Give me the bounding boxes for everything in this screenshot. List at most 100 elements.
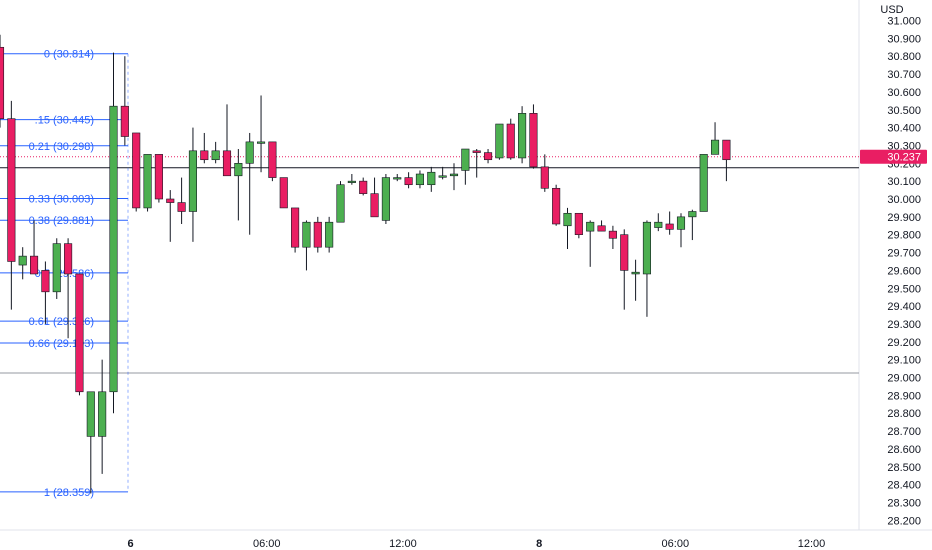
time-tick-label: 12:00	[389, 538, 417, 550]
candle[interactable]	[313, 216, 322, 253]
candle[interactable]	[620, 229, 629, 310]
fib-level-label: 0.61 (29.316)	[29, 316, 94, 328]
price-tick-label: 30.900	[887, 33, 921, 45]
price-axis[interactable]: 31.000 30.900 30.800 30.700 30.600 30.500 30.4…	[887, 16, 921, 528]
candle[interactable]	[234, 149, 243, 221]
candle[interactable]	[438, 166, 447, 180]
candle[interactable]	[64, 238, 73, 339]
candle[interactable]	[722, 139, 731, 182]
candle[interactable]	[245, 132, 254, 235]
candle[interactable]	[52, 238, 61, 299]
candle[interactable]	[654, 213, 663, 232]
candle[interactable]	[665, 211, 674, 235]
candle[interactable]	[75, 273, 84, 396]
candle[interactable]	[540, 154, 549, 192]
candle[interactable]	[631, 259, 640, 301]
candle[interactable]	[381, 174, 390, 224]
candle[interactable]	[268, 141, 277, 182]
candle[interactable]	[132, 132, 141, 212]
candle[interactable]	[347, 174, 356, 185]
price-tick-label: 29.400	[887, 301, 921, 313]
candle-body-down	[200, 150, 209, 161]
candle[interactable]	[41, 261, 50, 324]
candle-body-down	[41, 270, 50, 293]
candle[interactable]	[461, 148, 470, 185]
price-tick-label: 29.000	[887, 373, 921, 385]
price-tick-label: 30.800	[887, 51, 921, 63]
candle[interactable]	[710, 122, 720, 155]
candle[interactable]	[483, 149, 493, 164]
fib-level-label: .15 (30.445)	[35, 115, 94, 127]
candle-body-up	[631, 271, 640, 275]
candle[interactable]	[18, 247, 27, 280]
candle-body-down	[597, 225, 606, 232]
candle[interactable]	[177, 177, 186, 224]
candle-body-down	[75, 273, 84, 393]
candle[interactable]	[279, 177, 288, 209]
candle[interactable]	[154, 154, 163, 203]
candle[interactable]	[495, 123, 504, 160]
candle[interactable]	[325, 216, 334, 253]
candle[interactable]	[574, 212, 583, 239]
candle[interactable]	[518, 106, 527, 164]
candle[interactable]	[143, 154, 152, 212]
candle[interactable]	[336, 181, 345, 223]
price-tick-label: 29.100	[887, 355, 921, 367]
candle[interactable]	[200, 132, 209, 164]
candle[interactable]	[586, 220, 595, 267]
candle[interactable]	[699, 154, 708, 212]
candle-body-up	[427, 171, 436, 186]
candle[interactable]	[188, 127, 197, 242]
candle[interactable]	[302, 220, 311, 271]
candle[interactable]	[529, 104, 538, 169]
candle-body-up	[688, 211, 697, 218]
price-tick-label: 28.200	[887, 515, 921, 527]
candle[interactable]	[688, 209, 697, 241]
candle-body-up	[336, 184, 345, 223]
candle[interactable]	[642, 220, 652, 317]
candle[interactable]	[256, 95, 266, 173]
currency-label[interactable]: USD	[880, 4, 903, 16]
candle[interactable]	[29, 220, 39, 275]
candle[interactable]	[472, 149, 481, 178]
candle[interactable]	[86, 391, 95, 494]
price-tick-label: 29.500	[887, 283, 921, 295]
candle[interactable]	[0, 34, 5, 128]
candle[interactable]	[359, 177, 368, 196]
candle-body-down	[120, 105, 129, 137]
candle[interactable]	[98, 359, 107, 474]
fib-level-label: 1 (28.359)	[44, 487, 94, 499]
candle[interactable]	[449, 163, 459, 191]
candle[interactable]	[393, 174, 402, 182]
candle[interactable]	[563, 207, 572, 249]
candle-body-down	[608, 230, 617, 239]
candle[interactable]	[109, 52, 118, 414]
candle-body-down	[483, 152, 493, 161]
candle[interactable]	[291, 207, 300, 253]
candle[interactable]	[427, 166, 436, 192]
candle-body-up	[86, 391, 95, 437]
candle[interactable]	[370, 177, 379, 218]
candle[interactable]	[506, 118, 515, 160]
candle[interactable]	[166, 190, 175, 242]
fib-level-label: 0.33 (30.003)	[29, 193, 94, 205]
price-tick-label: 30.700	[887, 69, 921, 81]
candle-body-up	[52, 243, 61, 293]
candle-body-up	[188, 150, 197, 212]
candle[interactable]	[404, 172, 413, 189]
candle-body-down	[472, 150, 481, 153]
candle[interactable]	[415, 170, 425, 189]
candle[interactable]	[552, 184, 561, 226]
candle[interactable]	[7, 100, 16, 310]
candle[interactable]	[676, 213, 686, 248]
candle[interactable]	[222, 104, 232, 177]
price-tick-label: 29.700	[887, 248, 921, 260]
candle-body-down	[166, 198, 175, 203]
candle[interactable]	[211, 141, 220, 164]
candle[interactable]	[608, 225, 617, 249]
candle[interactable]	[597, 220, 606, 232]
price-tick-label: 30.500	[887, 105, 921, 117]
candle[interactable]	[120, 56, 129, 146]
